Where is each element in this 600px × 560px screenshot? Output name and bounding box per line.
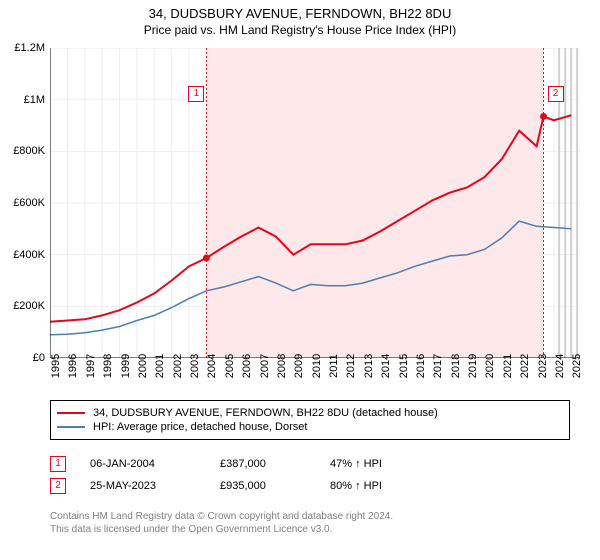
x-axis-tick-label: 2018 — [450, 354, 462, 378]
x-axis-tick-label: 2024 — [554, 354, 566, 378]
x-axis-tick-label: 2023 — [537, 354, 549, 378]
x-axis-tick-label: 2006 — [241, 354, 253, 378]
legend-swatch-property — [57, 412, 85, 414]
x-axis-tick-label: 2015 — [398, 354, 410, 378]
x-axis-tick-label: 2013 — [363, 354, 375, 378]
x-axis-tick-label: 2012 — [345, 354, 357, 378]
x-axis-tick-label: 2025 — [571, 354, 583, 378]
legend-label: 34, DUDSBURY AVENUE, FERNDOWN, BH22 8DU … — [93, 407, 438, 419]
x-axis-tick-label: 2016 — [415, 354, 427, 378]
legend: 34, DUDSBURY AVENUE, FERNDOWN, BH22 8DU … — [50, 400, 570, 440]
x-axis-tick-label: 2001 — [154, 354, 166, 378]
x-axis-tick-label: 2022 — [519, 354, 531, 378]
x-axis-tick-label: 2011 — [328, 354, 340, 378]
x-axis-tick-label: 2003 — [189, 354, 201, 378]
transaction-row: 1 06-JAN-2004 £387,000 47% ↑ HPI — [50, 456, 570, 472]
transaction-price: £387,000 — [220, 458, 330, 470]
title-block: 34, DUDSBURY AVENUE, FERNDOWN, BH22 8DU … — [0, 0, 600, 37]
y-axis-tick-label: £600K — [3, 197, 45, 209]
footnote-line1: Contains HM Land Registry data © Crown c… — [50, 510, 570, 523]
x-axis-tick-label: 2002 — [172, 354, 184, 378]
footnote: Contains HM Land Registry data © Crown c… — [50, 510, 570, 536]
x-axis-tick-label: 2017 — [432, 354, 444, 378]
y-axis-tick-label: £200K — [3, 300, 45, 312]
chart-svg — [50, 48, 580, 358]
transaction-date: 25-MAY-2023 — [90, 480, 220, 492]
x-axis-tick-label: 2014 — [380, 354, 392, 378]
x-axis-tick-label: 2010 — [311, 354, 323, 378]
x-axis-tick-label: 2009 — [293, 354, 305, 378]
transaction-row: 2 25-MAY-2023 £935,000 80% ↑ HPI — [50, 478, 570, 494]
transaction-price: £935,000 — [220, 480, 330, 492]
y-axis-tick-label: £400K — [3, 249, 45, 261]
x-axis-tick-label: 1996 — [67, 354, 79, 378]
x-axis-tick-label: 1997 — [85, 354, 97, 378]
transactions-table: 1 06-JAN-2004 £387,000 47% ↑ HPI 2 25-MA… — [50, 450, 570, 500]
legend-item-property: 34, DUDSBURY AVENUE, FERNDOWN, BH22 8DU … — [57, 407, 563, 419]
y-axis-tick-label: £800K — [3, 145, 45, 157]
x-axis-tick-label: 1995 — [50, 354, 62, 378]
x-axis-tick-label: 2007 — [259, 354, 271, 378]
x-axis-tick-label: 2019 — [467, 354, 479, 378]
footnote-line2: This data is licensed under the Open Gov… — [50, 523, 570, 536]
y-axis-tick-label: £1M — [3, 94, 45, 106]
chart-area: £0£200K£400K£600K£800K£1M£1.2M 199519961… — [50, 48, 580, 358]
legend-item-hpi: HPI: Average price, detached house, Dors… — [57, 421, 563, 433]
transaction-pct: 47% ↑ HPI — [330, 458, 440, 470]
chart-container: 34, DUDSBURY AVENUE, FERNDOWN, BH22 8DU … — [0, 0, 600, 560]
x-axis-tick-label: 2005 — [224, 354, 236, 378]
title-line1: 34, DUDSBURY AVENUE, FERNDOWN, BH22 8DU — [0, 6, 600, 21]
chart-marker-box: 1 — [188, 86, 204, 102]
y-axis-tick-label: £1.2M — [3, 42, 45, 54]
x-axis-tick-label: 2021 — [502, 354, 514, 378]
x-axis-tick-label: 1998 — [102, 354, 114, 378]
title-line2: Price paid vs. HM Land Registry's House … — [0, 23, 600, 37]
transaction-marker: 1 — [50, 456, 66, 472]
chart-marker-box: 2 — [548, 86, 564, 102]
x-axis-tick-label: 2000 — [137, 354, 149, 378]
x-axis-tick-label: 2020 — [484, 354, 496, 378]
y-axis-tick-label: £0 — [3, 352, 45, 364]
x-axis-tick-label: 2008 — [276, 354, 288, 378]
transaction-pct: 80% ↑ HPI — [330, 480, 440, 492]
transaction-marker: 2 — [50, 478, 66, 494]
x-axis-tick-label: 1999 — [120, 354, 132, 378]
transaction-date: 06-JAN-2004 — [90, 458, 220, 470]
legend-label: HPI: Average price, detached house, Dors… — [93, 421, 307, 433]
x-axis-tick-label: 2004 — [206, 354, 218, 378]
legend-swatch-hpi — [57, 426, 85, 428]
